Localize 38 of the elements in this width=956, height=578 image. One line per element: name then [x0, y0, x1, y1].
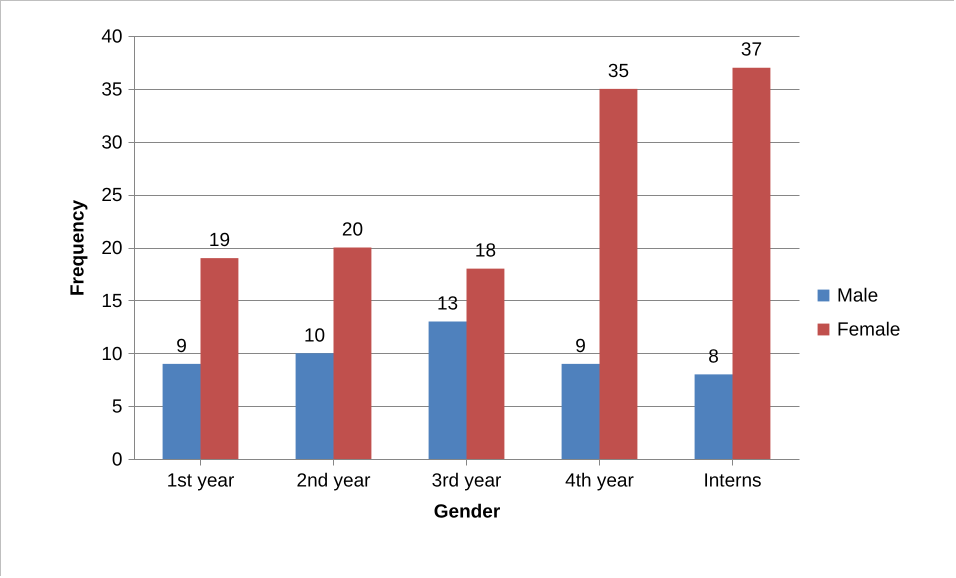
y-tick-label: 10	[101, 344, 122, 365]
y-axis-title: Frequency	[67, 200, 88, 296]
x-tick-label: 1st year	[166, 470, 235, 492]
data-label: 9	[575, 336, 586, 357]
bar	[200, 258, 238, 459]
bar	[162, 364, 200, 459]
x-tick-label: Interns	[703, 470, 762, 492]
data-label: 8	[708, 346, 719, 368]
data-label: 20	[342, 220, 364, 240]
data-label: 37	[740, 40, 762, 61]
data-label: 13	[436, 294, 458, 315]
y-tick-label: 25	[101, 185, 122, 206]
y-tick-label: 30	[101, 132, 122, 154]
data-label: 18	[474, 240, 496, 262]
legend-label: Female	[837, 320, 900, 340]
bar	[296, 353, 334, 459]
x-tick-label: 3rd year	[432, 470, 502, 492]
data-label: 19	[208, 230, 230, 252]
y-tick-label: 5	[112, 396, 122, 418]
bar	[428, 322, 466, 459]
y-tick-label: 20	[101, 238, 122, 259]
y-tick-label: 40	[101, 26, 122, 48]
data-label: 35	[608, 60, 630, 82]
bar	[466, 268, 504, 459]
data-label: 10	[304, 325, 326, 346]
y-tick-label: 15	[101, 290, 122, 312]
x-tick-label: 4th year	[565, 470, 634, 492]
bar	[562, 364, 600, 459]
data-label: 9	[176, 336, 187, 357]
legend-label: Male	[837, 286, 878, 306]
x-axis-title: Gender	[434, 502, 501, 522]
y-tick-label: 35	[101, 79, 122, 100]
bar	[600, 88, 638, 459]
x-tick-label: 2nd year	[296, 470, 372, 492]
bar	[694, 374, 732, 459]
bar	[732, 68, 770, 459]
bar	[334, 248, 372, 459]
y-tick-label: 0	[112, 450, 122, 470]
